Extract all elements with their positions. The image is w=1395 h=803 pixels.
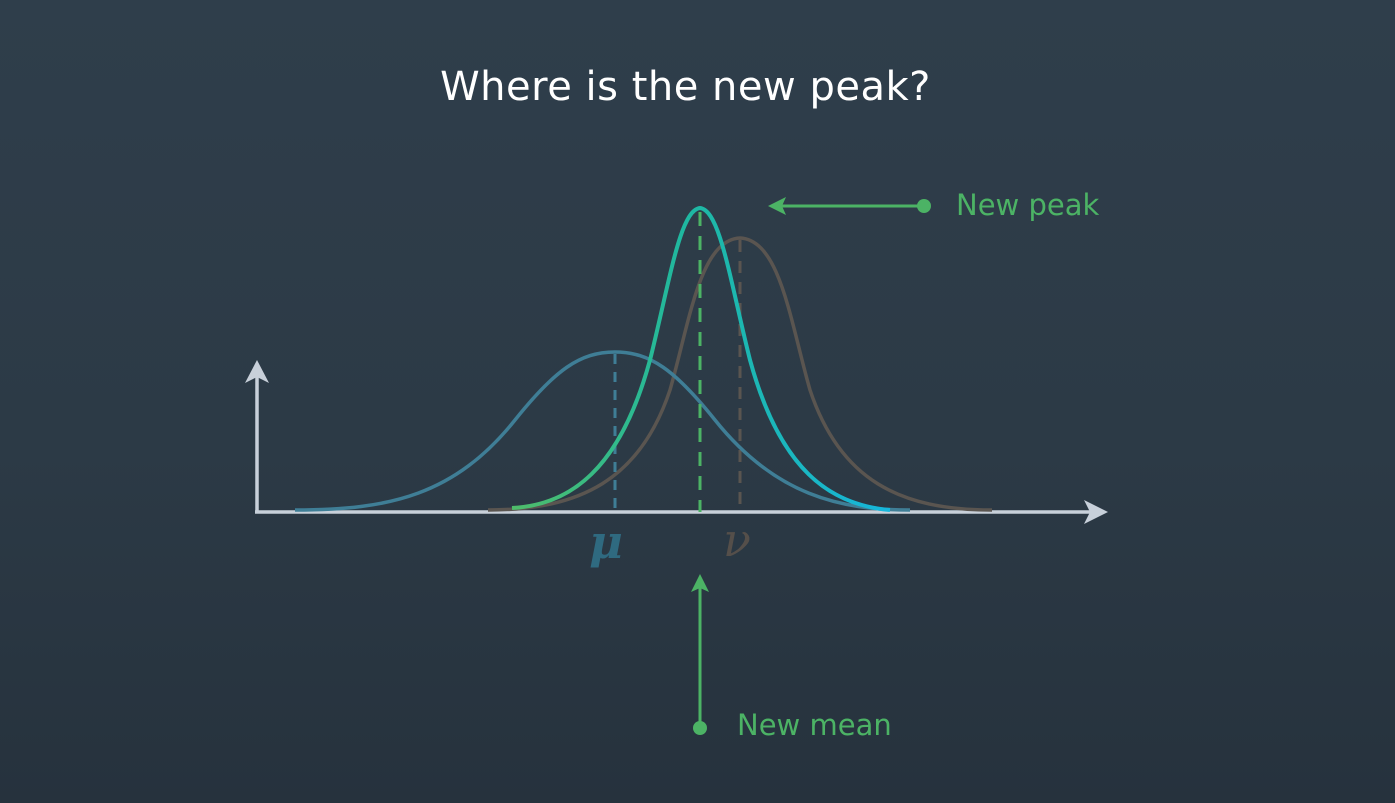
y-axis-arrow — [245, 360, 269, 383]
posterior-gaussian-curve — [511, 205, 891, 512]
new-peak-dot — [917, 199, 931, 213]
new-peak-label: New peak — [956, 188, 1099, 222]
prior-gaussian-curve — [294, 350, 911, 512]
new-mean-dot — [693, 721, 707, 735]
measurement-gaussian-curve — [487, 236, 993, 512]
new-peak-arrowhead — [768, 197, 786, 215]
mu-label: μ — [589, 515, 623, 569]
new-mean-label: New mean — [737, 708, 892, 742]
x-axis-arrow — [1084, 500, 1108, 524]
new-mean-arrowhead — [691, 574, 709, 592]
nu-label: ν — [723, 513, 751, 567]
page-title: Where is the new peak? — [440, 64, 931, 110]
